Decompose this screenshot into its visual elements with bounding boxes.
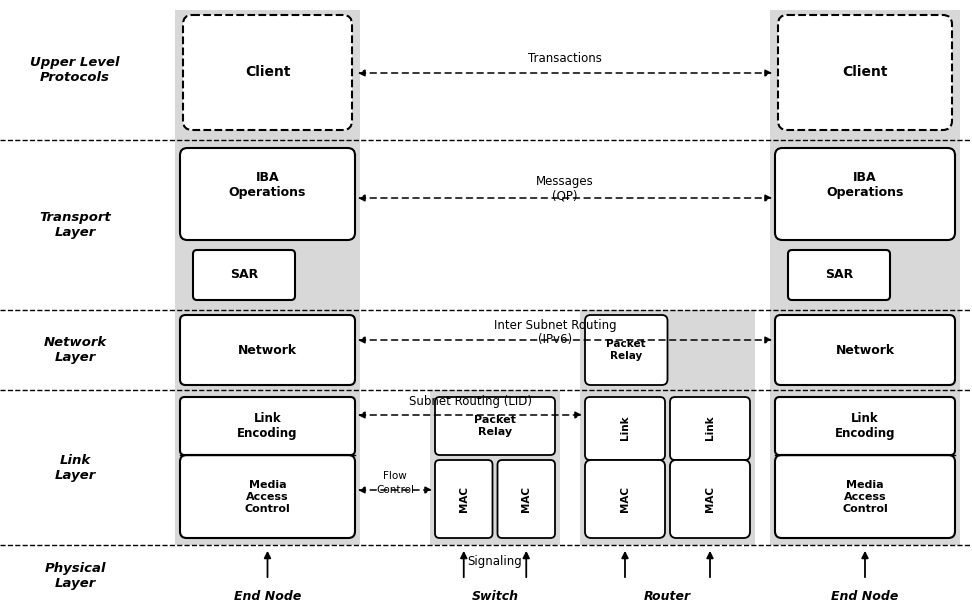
Text: End Node: End Node — [831, 589, 899, 603]
FancyBboxPatch shape — [670, 397, 750, 460]
Text: Messages: Messages — [537, 175, 594, 189]
Text: Client: Client — [843, 65, 887, 79]
Text: Network: Network — [836, 344, 894, 356]
Text: MAC: MAC — [620, 486, 630, 512]
Text: Subnet Routing (LID): Subnet Routing (LID) — [408, 395, 532, 407]
FancyBboxPatch shape — [180, 397, 355, 455]
Text: SAR: SAR — [825, 268, 853, 282]
Text: Router: Router — [643, 589, 691, 603]
FancyBboxPatch shape — [670, 460, 750, 538]
Text: Transactions: Transactions — [528, 52, 602, 64]
FancyBboxPatch shape — [778, 15, 952, 130]
Text: Link: Link — [705, 416, 715, 440]
Text: MAC: MAC — [521, 486, 532, 512]
Text: Client: Client — [245, 65, 291, 79]
Text: Network: Network — [238, 344, 297, 356]
Text: Packet
Relay: Packet Relay — [474, 415, 516, 437]
FancyBboxPatch shape — [585, 397, 665, 460]
Text: Media
Access
Control: Media Access Control — [245, 480, 291, 514]
FancyBboxPatch shape — [435, 397, 555, 455]
Text: Media
Access
Control: Media Access Control — [842, 480, 887, 514]
FancyBboxPatch shape — [180, 455, 355, 538]
FancyBboxPatch shape — [180, 148, 355, 240]
Text: Link
Encoding: Link Encoding — [835, 412, 895, 440]
Bar — [175, 10, 360, 545]
FancyBboxPatch shape — [435, 460, 493, 538]
Text: Physical
Layer: Physical Layer — [45, 562, 106, 590]
Text: Network
Layer: Network Layer — [44, 336, 107, 364]
Text: SAR: SAR — [229, 268, 259, 282]
FancyBboxPatch shape — [585, 460, 665, 538]
Text: MAC: MAC — [459, 486, 469, 512]
Text: IBA
Operations: IBA Operations — [826, 171, 904, 199]
FancyBboxPatch shape — [775, 315, 955, 385]
FancyBboxPatch shape — [775, 455, 955, 538]
Bar — [770, 10, 960, 545]
FancyBboxPatch shape — [775, 397, 955, 455]
Text: Inter Subnet Routing: Inter Subnet Routing — [494, 319, 616, 331]
FancyBboxPatch shape — [498, 460, 555, 538]
Text: (IPv6): (IPv6) — [538, 333, 573, 347]
Text: MAC: MAC — [705, 486, 715, 512]
Text: Packet
Relay: Packet Relay — [607, 339, 646, 361]
Text: End Node: End Node — [234, 589, 301, 603]
Bar — [430, 390, 560, 545]
Text: Signaling: Signaling — [468, 555, 522, 569]
Text: Switch: Switch — [471, 589, 518, 603]
Text: IBA
Operations: IBA Operations — [228, 171, 306, 199]
FancyBboxPatch shape — [788, 250, 890, 300]
FancyBboxPatch shape — [183, 15, 352, 130]
FancyBboxPatch shape — [775, 148, 955, 240]
Text: Link
Layer: Link Layer — [54, 453, 95, 481]
Text: Flow: Flow — [383, 471, 407, 481]
FancyBboxPatch shape — [180, 315, 355, 385]
FancyBboxPatch shape — [193, 250, 295, 300]
FancyBboxPatch shape — [585, 315, 668, 385]
Text: Control: Control — [376, 485, 414, 495]
Text: Upper Level
Protocols: Upper Level Protocols — [30, 56, 120, 84]
Text: Transport
Layer: Transport Layer — [39, 211, 111, 239]
Text: (QP): (QP) — [552, 189, 577, 203]
Bar — [580, 310, 755, 545]
Text: Link: Link — [620, 416, 630, 440]
Text: Link
Encoding: Link Encoding — [237, 412, 297, 440]
